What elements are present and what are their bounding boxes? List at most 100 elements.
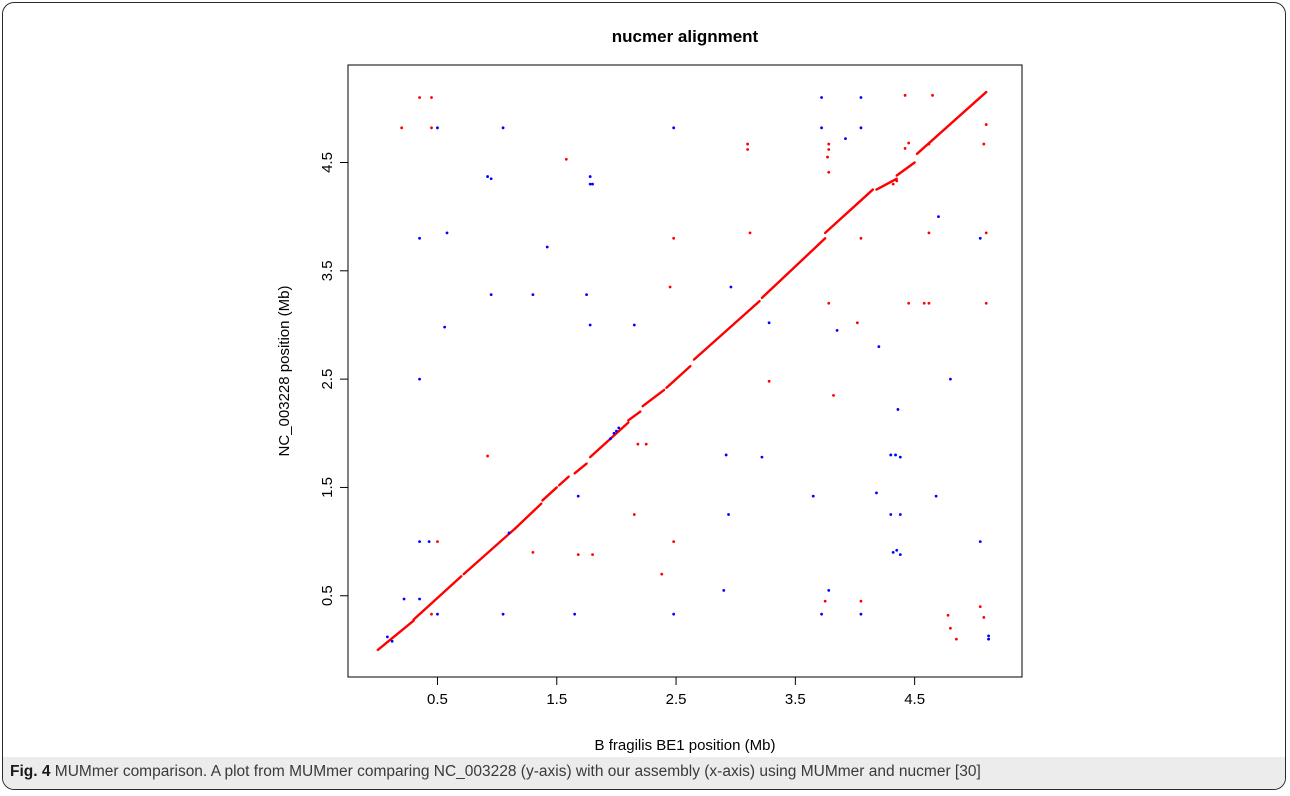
forward-match-point [632,513,636,516]
y-tick-label: 1.5 [319,477,336,498]
x-axis: 0.5 1.5 2.5 3.5 4.5 [427,677,925,708]
forward-match-point [982,616,986,619]
reverse-match-point [937,215,940,219]
y-tick-label: 3.5 [319,260,336,281]
y-axis-label: NC_003228 position (Mb) [276,286,293,457]
reverse-match-point [898,513,902,516]
forward-match-point [984,301,988,305]
reverse-match-point [844,137,847,141]
reverse-match-point [531,293,535,297]
alignment-segment [641,388,666,408]
reverse-match-point [418,236,421,240]
reverse-match-point [609,437,612,441]
reverse-match-point [875,491,878,495]
forward-match-point [823,599,827,603]
reverse-match-point [987,634,990,638]
caption-background [3,757,1285,789]
reverse-match-point [889,513,893,516]
forward-match-point [903,93,907,97]
forward-match-point [827,148,831,151]
forward-match-point [949,626,952,630]
reverse-match-point [729,285,733,289]
forward-match-point [430,612,433,616]
plot-area-border [347,64,1023,678]
reverse-match-point [545,245,549,249]
alignment-segment [541,486,558,502]
reverse-match-point [418,377,421,381]
reverse-match-point [891,551,895,554]
reverse-match-point [859,612,863,616]
reverse-match-point [895,548,899,552]
forward-match-point [636,442,640,446]
reverse-match-point [894,453,897,457]
y-axis: 0.5 1.5 2.5 3.5 4.5 [319,152,348,606]
alignment-segment [665,364,692,389]
reverse-match-point [588,175,592,178]
forward-match-point [859,236,863,240]
forward-match-point [895,179,899,183]
forward-match-point [907,301,911,305]
reverse-match-point [978,540,982,544]
reverse-match-point [987,637,990,641]
reverse-match-point [877,345,881,349]
reverse-match-point [588,182,592,186]
x-tick-label: 0.5 [427,691,448,708]
chart-title: nucmer alignment [612,27,759,46]
forward-match-point [946,613,950,617]
reverse-match-point [617,426,621,430]
forward-match-point [832,393,835,397]
x-tick-label: 1.5 [546,691,567,708]
forward-match-point [672,540,676,544]
forward-match-point [430,96,433,99]
forward-match-point [891,182,895,186]
forward-match-point [855,321,859,325]
alignment-segment [412,575,463,621]
forward-match-point [748,231,752,235]
forward-match-point [827,142,831,146]
forward-match-point [644,442,648,446]
reverse-match-point [585,293,588,297]
forward-match-point [826,155,829,159]
reverse-match-point [978,236,982,240]
caption-text: MUMmer comparison. A plot from MUMmer co… [54,763,981,780]
forward-match-point [564,157,568,161]
reverse-match-point [820,96,823,99]
x-tick-label: 2.5 [666,691,687,708]
reverse-match-point [418,540,421,544]
alignment-segment [895,161,916,177]
reverse-match-point [934,494,938,498]
figure-caption: Fig. 4 MUMmer comparison. A plot from MU… [10,763,1280,781]
x-tick-label: 4.5 [904,691,925,708]
forward-match-point [922,301,926,305]
x-tick-label: 3.5 [785,691,806,708]
reverse-match-point [811,494,815,498]
y-tick-label: 2.5 [319,369,336,390]
forward-match-point [859,599,863,603]
alignment-diagonal [376,90,988,652]
reverse-match-point [889,453,893,457]
y-tick-label: 4.5 [319,152,336,173]
reverse-match-point [727,513,730,516]
alignment-segment [875,177,898,191]
forward-match-point [746,142,750,146]
forward-match-point [954,637,958,641]
alignment-segment [376,619,415,652]
reverse-match-point [576,494,580,498]
caption-label: Fig. 4 [10,763,51,780]
forward-match-point [767,379,771,383]
forward-match-point [668,285,672,289]
forward-match-point [436,540,439,544]
reverse-match-point [591,182,594,186]
reverse-match-point [489,177,493,181]
forward-match-point [827,170,831,174]
reverse-match-point [390,639,394,643]
reverse-match-point [489,293,493,297]
forward-match-points [400,93,990,641]
reverse-match-point [767,321,771,325]
alignment-segment [692,299,761,361]
forward-match-point [827,301,831,305]
reverse-match-point [672,612,676,616]
reverse-match-point [402,597,406,601]
